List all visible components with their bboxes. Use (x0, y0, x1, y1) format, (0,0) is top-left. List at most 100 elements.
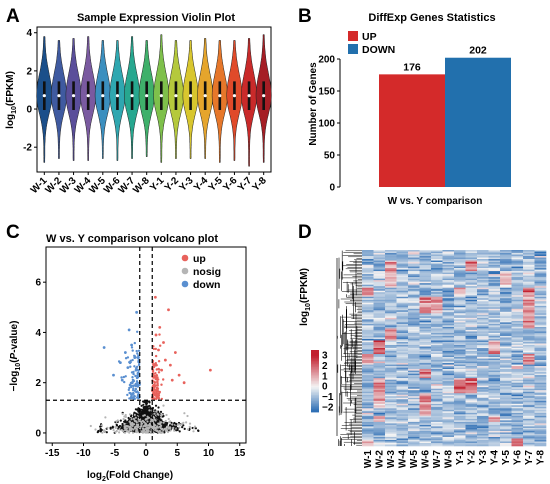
heatmap-cell (465, 328, 478, 331)
heatmap-cell (534, 406, 547, 409)
volcano-point-down (122, 375, 126, 379)
volcano-point-nosig-grey (148, 426, 151, 429)
volcano-point-nosig (163, 431, 166, 434)
heatmap-cell (523, 399, 535, 402)
heatmap-column-label: W-6 (420, 450, 431, 469)
heatmap-cell (419, 302, 432, 305)
heatmap-cell (488, 439, 501, 442)
heatmap-cell (511, 322, 524, 325)
heatmap-cell (442, 360, 455, 362)
heatmap-cell (500, 439, 512, 442)
heatmap-cell (362, 391, 374, 394)
heatmap-cell (431, 304, 443, 307)
heatmap-cell (373, 438, 386, 441)
heatmap-cell (442, 260, 455, 263)
heatmap-cell (442, 268, 455, 270)
heatmap-cell (488, 320, 501, 323)
heatmap-cell (511, 265, 524, 267)
heatmap-cell (488, 272, 501, 275)
heatmap-cell (442, 391, 455, 394)
heatmap-cell (396, 331, 409, 334)
heatmap-cell (534, 322, 547, 325)
heatmap-cell (373, 370, 386, 373)
heatmap-cell (465, 372, 478, 374)
heatmap-cell (385, 304, 397, 307)
heatmap-legend-gradient (311, 379, 319, 382)
heatmap-cell (396, 272, 409, 275)
heatmap-cell (511, 412, 524, 415)
heatmap-cell (408, 369, 420, 371)
heatmap-cell (396, 325, 409, 328)
heatmap-cell (385, 415, 397, 418)
heatmap-cell (373, 311, 386, 314)
heatmap-cell (362, 271, 374, 273)
heatmap-cell (534, 296, 547, 299)
heatmap-cell (362, 269, 374, 272)
heatmap-cell (396, 286, 409, 288)
heatmap-cell (362, 436, 374, 439)
heatmap-cell (385, 289, 397, 292)
heatmap-cell (454, 364, 466, 367)
heatmap-cell (373, 344, 386, 347)
heatmap-cell (534, 304, 547, 307)
heatmap-cell (419, 317, 432, 320)
heatmap-cell (408, 439, 420, 442)
heatmap-cell (465, 251, 478, 254)
heatmap-cell (523, 418, 535, 421)
heatmap-cell (511, 331, 524, 334)
heatmap-cell (385, 352, 397, 355)
heatmap-cell (362, 396, 374, 399)
heatmap-legend-gradient (311, 387, 319, 390)
heatmap-cell (500, 382, 512, 385)
heatmap-cell (523, 426, 535, 429)
heatmap-cell (442, 319, 455, 322)
heatmap-cell (362, 352, 374, 355)
heatmap-cell (511, 277, 524, 279)
heatmap-cell (534, 444, 547, 447)
volcano-point-nosig-grey (114, 430, 117, 434)
heatmap-cell (477, 415, 489, 418)
heatmap-cell (408, 420, 420, 423)
heatmap-cell (373, 337, 386, 340)
heatmap-cell (408, 290, 420, 293)
volcano-point-nosig-grey (130, 418, 133, 421)
volcano-point-up (156, 376, 159, 379)
heatmap-cell (431, 376, 443, 379)
heatmap-cell (373, 373, 386, 376)
heatmap-cell (454, 403, 466, 406)
heatmap-cell (362, 441, 374, 444)
heatmap-cell (419, 442, 432, 445)
heatmap-cell (385, 375, 397, 377)
heatmap-cell (454, 314, 466, 317)
volcano-point-nosig-grey (123, 425, 126, 428)
heatmap-cell (534, 424, 547, 427)
volcano-point-nosig-grey (167, 417, 170, 421)
bar-down (445, 57, 511, 187)
heatmap-cell (385, 287, 397, 290)
volcano-point-down (120, 376, 123, 379)
heatmap-cell (362, 415, 374, 418)
heatmap-cell (362, 274, 374, 276)
heatmap-cell (477, 412, 489, 415)
heatmap-cell (396, 338, 409, 341)
heatmap-cell (465, 438, 478, 441)
violin-ytick-label: 2 (26, 66, 32, 77)
heatmap-cell (477, 385, 489, 388)
heatmap-cell (396, 439, 409, 442)
heatmap-cell (362, 349, 374, 352)
heatmap-cell (431, 317, 443, 320)
heatmap-cell (362, 409, 374, 412)
heatmap-cell (465, 412, 478, 415)
heatmap-cell (385, 427, 397, 430)
heatmap-cell (431, 335, 443, 338)
heatmap-cell (373, 308, 386, 311)
heatmap-cell (431, 346, 443, 349)
heatmap-cell (454, 352, 466, 355)
volcano-point-nosig (127, 416, 130, 420)
heatmap-cell (396, 287, 409, 290)
heatmap-legend-gradient (311, 360, 319, 363)
heatmap-cell (396, 373, 409, 376)
heatmap-cell (442, 369, 455, 371)
heatmap-cell (523, 283, 535, 285)
volcano-point-nosig-grey (124, 429, 127, 432)
